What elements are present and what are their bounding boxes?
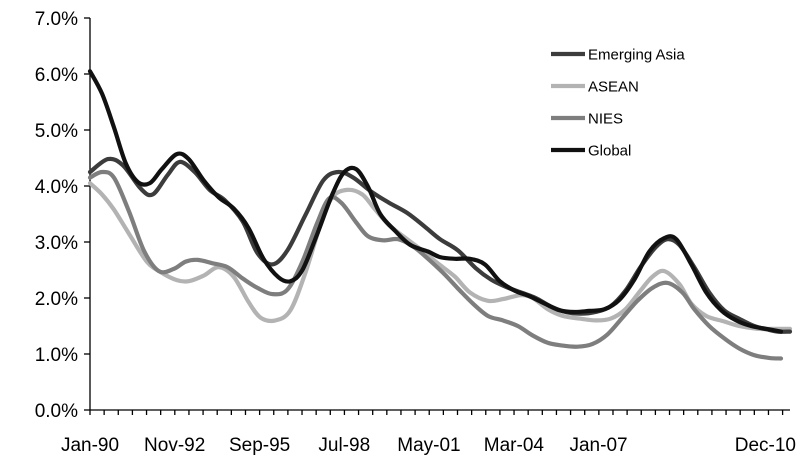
x-tick-label: Mar-04 [484, 435, 545, 456]
y-tick-label: 0.0% [35, 401, 78, 422]
x-tick-label: Jul-98 [318, 435, 370, 456]
legend: Emerging Asia ASEAN NIES Global [551, 47, 685, 160]
legend-label-emerging-asia: Emerging Asia [588, 47, 685, 64]
x-tick-label: Dec-10 [735, 435, 796, 456]
y-tick-label: 1.0% [35, 345, 78, 366]
series-line-global [87, 69, 784, 334]
series-line-emerging-asia [87, 156, 793, 334]
y-tick-label: 4.0% [35, 177, 78, 198]
y-axis: 0.0% 1.0% 2.0% 3.0% 4.0% 5.0% 6.0% 7.0% [35, 9, 91, 422]
series-lines [87, 69, 793, 361]
y-tick-label: 7.0% [35, 9, 78, 30]
series-line-asean [87, 181, 793, 332]
legend-label-asean: ASEAN [588, 79, 639, 96]
x-tick-label: Jan-07 [569, 435, 627, 456]
y-tick-label: 6.0% [35, 65, 78, 86]
legend-label-global: Global [588, 143, 631, 160]
x-axis: Jan-90 Nov-92 Sep-95 Jul-98 May-01 Mar-04 Jan-… [61, 409, 796, 456]
series-line-nies [87, 169, 784, 361]
x-tick-label: Sep-95 [229, 435, 290, 456]
x-tick-label: May-01 [397, 435, 460, 456]
y-tick-label: 5.0% [35, 121, 78, 142]
x-tick-label: Nov-92 [144, 435, 205, 456]
x-tick-label: Jan-90 [61, 435, 119, 456]
y-tick-label: 2.0% [35, 289, 78, 310]
y-tick-label: 3.0% [35, 233, 78, 254]
legend-label-nies: NIES [588, 111, 623, 128]
